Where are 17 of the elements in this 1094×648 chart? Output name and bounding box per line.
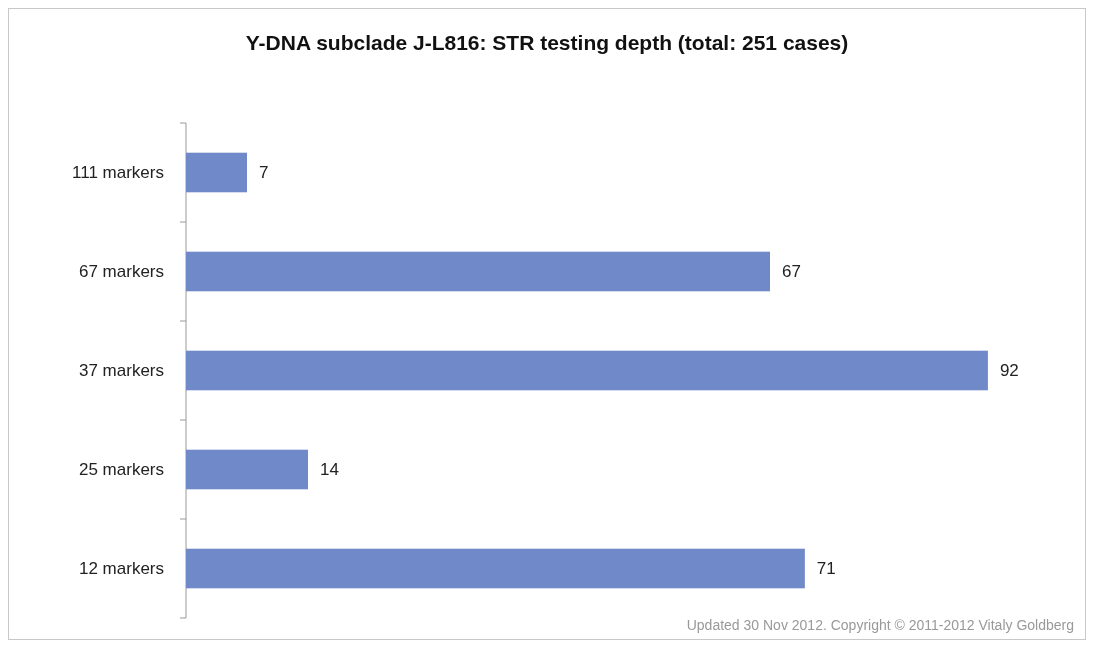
- y-tick-label: 25 markers: [78, 460, 164, 480]
- chart-title: Y-DNA subclade J-L816: STR testing depth (total: 251 cases): [245, 31, 849, 54]
- bar: [186, 251, 770, 292]
- y-tick-label: 111 markers: [72, 163, 164, 183]
- data-label: 67: [782, 262, 801, 282]
- data-label: 71: [816, 559, 836, 579]
- data-label: 14: [320, 460, 339, 480]
- bar: [186, 449, 309, 490]
- bar: [186, 350, 988, 391]
- data-label: 92: [999, 361, 1019, 381]
- data-label: 7: [259, 163, 269, 183]
- y-tick-label: 37 markers: [78, 361, 164, 381]
- bar: [186, 152, 248, 193]
- bar: [186, 548, 805, 589]
- annotation: Updated 30 Nov 2012. Copyright © 2011-2012 Vitaly Goldberg: [686, 617, 1074, 633]
- y-tick-label: 67 markers: [78, 262, 164, 282]
- y-tick-label: 12 markers: [78, 559, 164, 579]
